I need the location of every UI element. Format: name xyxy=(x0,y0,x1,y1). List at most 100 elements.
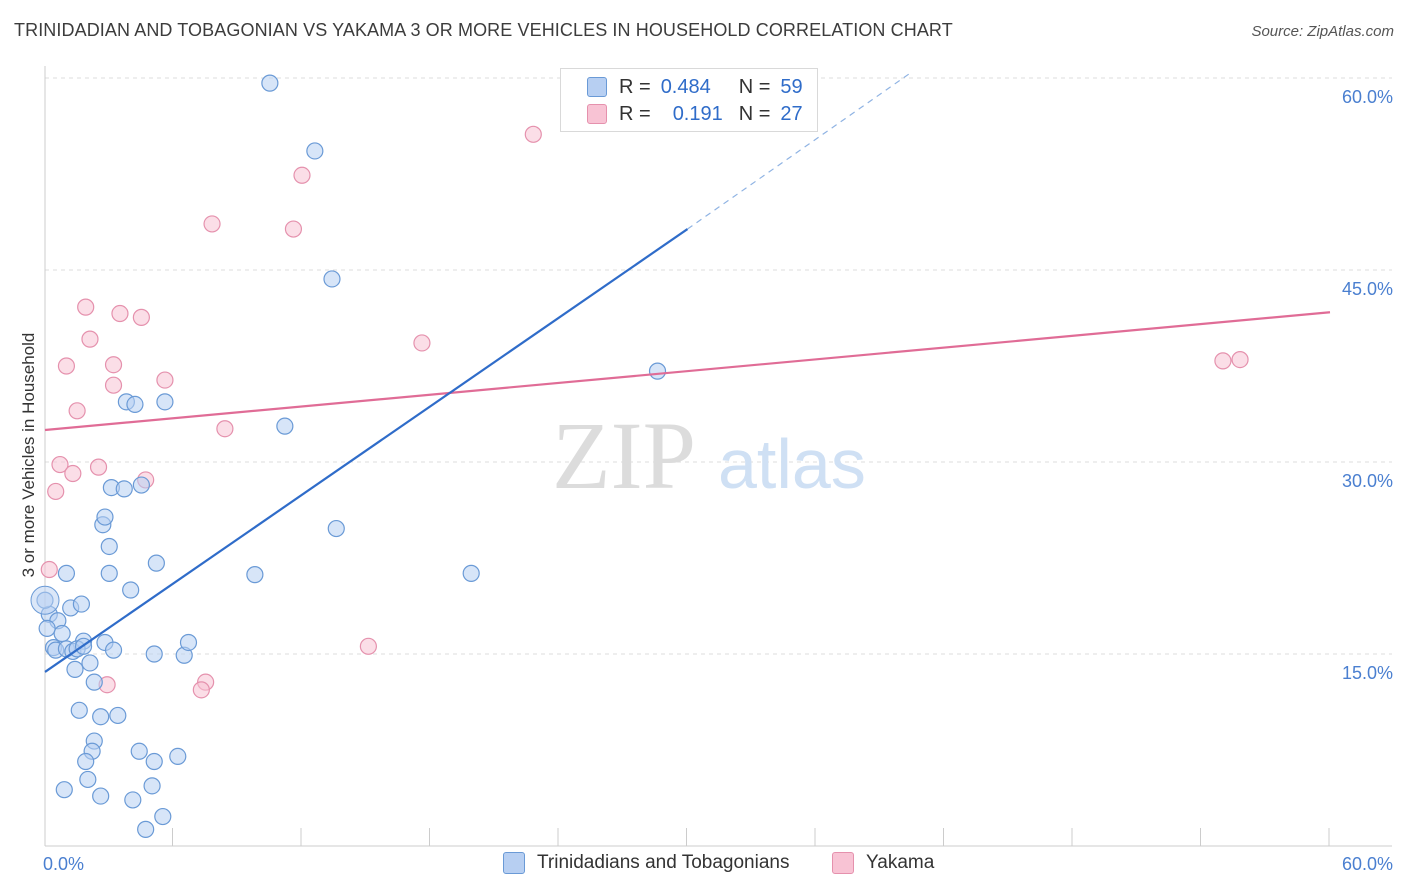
yakama-point xyxy=(104,376,123,394)
x-tick-label-min: 0.0% xyxy=(43,854,84,874)
trinidadian-point xyxy=(276,417,294,435)
trinidadian-point xyxy=(246,566,264,584)
trinidadian-point xyxy=(100,564,118,582)
trinidadian-point xyxy=(72,595,91,613)
trinidadian-point xyxy=(77,752,95,771)
trinidadian-point xyxy=(109,706,127,725)
trinidadian-point xyxy=(143,777,161,795)
legend-r-value: 0.191 xyxy=(672,102,723,125)
axis-labels: 15.0% 30.0% 45.0% 60.0% 0.0% 60.0% xyxy=(43,87,1393,874)
legend-r-value: 0.484 xyxy=(660,75,711,98)
trinidadian-point xyxy=(96,508,114,526)
yakama-point xyxy=(1214,352,1232,370)
y-tick-label: 15.0% xyxy=(1342,663,1393,683)
trend-lines xyxy=(44,71,1331,673)
legend-r-label: R = xyxy=(619,102,651,125)
bottom-legend-yakama: Yakama xyxy=(832,852,934,874)
trinidadian-point xyxy=(156,393,174,411)
trinidadian-point xyxy=(145,752,163,771)
trinidadian-point xyxy=(137,820,155,838)
yakama-point xyxy=(359,637,377,655)
yakama-point xyxy=(111,304,129,323)
yakama-point xyxy=(89,458,108,476)
watermark-zip: ZIP xyxy=(552,402,696,509)
yakama-point xyxy=(68,402,86,420)
yakama-point xyxy=(524,125,542,143)
legend-n-label: N = xyxy=(738,102,771,125)
bottom-legend-label: Yakama xyxy=(866,852,935,873)
trinidadian-point xyxy=(122,581,140,599)
axes-layer xyxy=(44,66,1392,847)
yakama-point xyxy=(192,681,210,699)
trinidadian-point xyxy=(145,645,163,663)
trinidadian-point xyxy=(104,641,123,659)
trinidadian-point xyxy=(462,564,480,582)
trinidadian-point xyxy=(169,747,187,766)
yakama-point xyxy=(77,298,95,316)
trinidadian-point xyxy=(79,770,97,789)
trinidadian-point xyxy=(124,791,142,809)
yakama-point xyxy=(216,420,234,438)
yakama-point xyxy=(47,482,65,501)
yakama-point xyxy=(413,334,431,352)
legend-swatch-blue xyxy=(587,77,607,97)
trinidadian-point xyxy=(126,395,144,413)
trinidadian-point xyxy=(648,362,667,380)
y-axis-label: 3 or more Vehicles in Household xyxy=(19,333,38,578)
stats-legend: R = 0.484 N = 59 R = 0.191 N = 27 xyxy=(560,68,818,132)
trinidadian-point xyxy=(327,519,345,538)
yakama-point xyxy=(51,455,69,474)
trinidadian-point xyxy=(70,701,88,719)
legend-n-value: 59 xyxy=(780,75,803,98)
trinidadian-point xyxy=(132,476,150,494)
trinidadian-point xyxy=(179,633,198,652)
yakama-trend-line xyxy=(44,311,1331,432)
watermark-atlas: atlas xyxy=(718,425,866,503)
yakama-point xyxy=(1231,351,1249,369)
bottom-legend-swatch-blue xyxy=(503,852,525,874)
yakama-point xyxy=(40,560,58,579)
yakama-point xyxy=(57,357,76,375)
legend-n-value: 27 xyxy=(780,102,803,125)
yakama-point xyxy=(293,166,311,184)
trinidadian-point xyxy=(154,807,172,826)
yakama-points xyxy=(40,125,1249,699)
bottom-legend-trinidadian: Trinidadians and Tobagonians xyxy=(503,852,789,874)
trinidadian-point xyxy=(53,624,71,643)
yakama-point xyxy=(81,330,99,348)
watermark: ZIP atlas xyxy=(552,402,866,509)
trinidadian-point xyxy=(261,74,279,92)
legend-swatch-pink xyxy=(587,104,607,124)
trinidadian-point xyxy=(92,708,110,726)
trinidadian-point xyxy=(92,787,110,805)
chart-title: TRINIDADIAN AND TOBAGONIAN VS YAKAMA 3 O… xyxy=(14,20,953,40)
yakama-point xyxy=(203,215,221,233)
bottom-legend-swatch-pink xyxy=(832,852,854,874)
trinidadian-point xyxy=(85,673,103,691)
y-tick-label: 30.0% xyxy=(1342,471,1393,491)
y-tick-label: 60.0% xyxy=(1342,87,1393,107)
trinidadian-point xyxy=(147,554,165,572)
trinidadian-point xyxy=(81,654,99,672)
trinidadian-point xyxy=(100,537,118,556)
yakama-point xyxy=(132,308,150,326)
trinidadian-point xyxy=(55,781,73,799)
yakama-point xyxy=(104,356,123,374)
yakama-point xyxy=(284,220,303,238)
legend-row-trinidadian: R = 0.484 N = 59 xyxy=(587,76,803,98)
trinidadian-point xyxy=(323,270,341,288)
trinidadian-points xyxy=(30,74,667,838)
legend-r-label: R = xyxy=(619,75,651,98)
trinidadian-point xyxy=(66,660,84,678)
y-tick-label: 45.0% xyxy=(1342,279,1393,299)
trinidadian-point xyxy=(130,742,148,760)
trinidadian-point xyxy=(38,619,56,638)
trinidadian-point xyxy=(115,480,133,498)
x-tick-label-max: 60.0% xyxy=(1342,854,1393,874)
bottom-legend-label: Trinidadians and Tobagonians xyxy=(537,852,790,873)
grid-layer xyxy=(45,77,1392,655)
yakama-point xyxy=(156,371,174,389)
legend-n-label: N = xyxy=(738,75,771,98)
yakama-point xyxy=(64,464,82,483)
